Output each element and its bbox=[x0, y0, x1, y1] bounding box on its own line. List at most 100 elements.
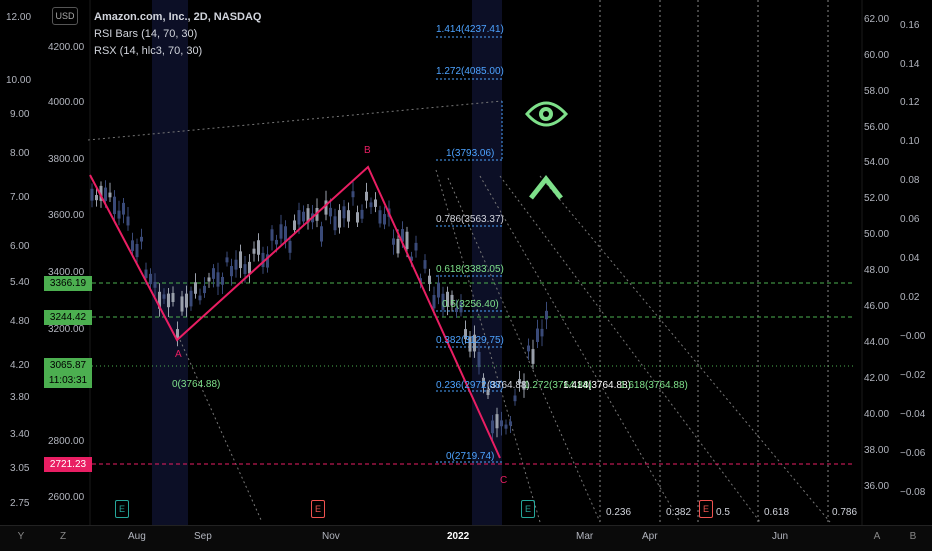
candle-body bbox=[104, 187, 107, 201]
candle-body bbox=[108, 192, 112, 198]
candle-body bbox=[536, 328, 539, 342]
candle-body bbox=[185, 293, 188, 308]
candle-body bbox=[486, 389, 490, 396]
axis-label: 0.04 bbox=[900, 253, 920, 264]
candle-body bbox=[401, 229, 404, 242]
candle-body bbox=[351, 191, 355, 198]
fib-label: 0.786(3563.37) bbox=[436, 214, 504, 225]
fib-label: 0.236(2972.88) bbox=[436, 380, 504, 391]
axis-label: 7.00 bbox=[10, 192, 30, 203]
candle-body bbox=[518, 379, 521, 384]
axis-label: 8.00 bbox=[10, 148, 30, 159]
candle-body bbox=[212, 268, 215, 279]
fib-label: 1(3793.06) bbox=[446, 148, 495, 159]
candle-body bbox=[239, 251, 242, 269]
axis-label: 3400.00 bbox=[48, 267, 85, 278]
symbol-title[interactable]: Amazon.com, Inc., 2D, NASDAQ bbox=[94, 11, 262, 23]
candle-body bbox=[288, 240, 292, 253]
extension-label: 1.618(3764.88) bbox=[620, 380, 688, 391]
axis-label: 3.05 bbox=[10, 463, 30, 474]
axis-label: 2800.00 bbox=[48, 436, 85, 447]
candle-body bbox=[171, 292, 175, 303]
axis-label: −0.02 bbox=[900, 370, 926, 381]
candle-body bbox=[495, 414, 499, 429]
indicator-rsi-bars[interactable]: RSI Bars (14, 70, 30) bbox=[94, 28, 198, 40]
candle-body bbox=[405, 231, 409, 250]
fib-label: 0.382(3129.75) bbox=[436, 335, 504, 346]
axis-label: 0.10 bbox=[900, 136, 920, 147]
auto-scale-toggle[interactable]: A bbox=[873, 531, 881, 542]
axis-label: 0.02 bbox=[900, 292, 920, 303]
candle-body bbox=[396, 238, 400, 254]
fib-label: 1.272(4085.00) bbox=[436, 66, 504, 77]
axis-label: 3200.00 bbox=[48, 324, 85, 335]
earnings-badge[interactable]: E bbox=[115, 500, 129, 518]
candle-body bbox=[144, 269, 148, 279]
zoom-toggle[interactable]: Z bbox=[59, 531, 67, 542]
candle-body bbox=[392, 238, 395, 245]
indicator-rsx[interactable]: RSX (14, hlc3, 70, 30) bbox=[94, 45, 203, 57]
candle-body bbox=[342, 206, 346, 219]
candle-body bbox=[491, 420, 494, 434]
candle-body bbox=[207, 277, 211, 282]
candle-body bbox=[383, 214, 386, 225]
candle-body bbox=[203, 285, 206, 294]
axis-label: 4000.00 bbox=[48, 97, 85, 108]
percent-scale-toggle[interactable]: B bbox=[909, 531, 917, 542]
price-tag-low: 2721.23 bbox=[44, 457, 92, 472]
time-fib-label: 0.382 bbox=[666, 507, 692, 518]
candle-body bbox=[356, 212, 359, 223]
candle-body bbox=[257, 240, 260, 255]
candle-body bbox=[189, 290, 193, 307]
extension-label: 1.414(3764.88) bbox=[563, 380, 631, 391]
axis-label: 48.00 bbox=[864, 265, 890, 276]
candle-body bbox=[275, 239, 278, 245]
axis-label: 0.12 bbox=[900, 97, 920, 108]
candle-body bbox=[122, 202, 125, 215]
candle-body bbox=[437, 282, 440, 298]
axis-label: 3.80 bbox=[10, 392, 30, 403]
candle-body bbox=[333, 216, 337, 231]
axis-label: 5.40 bbox=[10, 277, 30, 288]
earnings-badge[interactable]: E bbox=[699, 500, 713, 518]
session-band bbox=[472, 0, 502, 525]
candle-body bbox=[302, 211, 305, 222]
time-axis[interactable] bbox=[0, 525, 932, 551]
axis-label: 0.16 bbox=[900, 20, 920, 31]
time-axis-label: Nov bbox=[322, 531, 340, 542]
extension-label: 1.272(3764.88) bbox=[524, 380, 592, 391]
candle-body bbox=[504, 424, 508, 429]
eye-icon bbox=[525, 101, 569, 127]
candle-body bbox=[500, 420, 503, 427]
axis-label: 46.00 bbox=[864, 301, 890, 312]
axis-label: 54.00 bbox=[864, 157, 890, 168]
candle-body bbox=[324, 200, 328, 215]
axis-label: 10.00 bbox=[6, 75, 32, 86]
candle-body bbox=[320, 226, 323, 242]
candle-body bbox=[297, 210, 301, 225]
candle-body bbox=[162, 294, 166, 299]
axis-label: −0.04 bbox=[900, 409, 926, 420]
earnings-badge[interactable]: E bbox=[311, 500, 325, 518]
log-scale-toggle[interactable]: Y bbox=[17, 531, 25, 542]
time-axis-label: Apr bbox=[642, 531, 658, 542]
extension-label: (3764.88) bbox=[487, 380, 530, 391]
candle-body bbox=[464, 329, 467, 340]
pattern-point-b: B bbox=[364, 145, 371, 156]
currency-button[interactable]: USD bbox=[52, 7, 78, 25]
candle-body bbox=[450, 294, 454, 306]
time-fib-label: 0.236 bbox=[606, 507, 632, 518]
candle-body bbox=[459, 301, 463, 313]
candle-body bbox=[266, 254, 269, 268]
axis-label: 56.00 bbox=[864, 122, 890, 133]
axis-label: 4200.00 bbox=[48, 42, 85, 53]
axis-label: 44.00 bbox=[864, 337, 890, 348]
candle-body bbox=[365, 191, 368, 201]
earnings-badge[interactable]: E bbox=[521, 500, 535, 518]
abc-pattern-line bbox=[89, 165, 501, 459]
candle-body bbox=[410, 256, 413, 261]
candle-body bbox=[531, 349, 535, 364]
candle-body bbox=[455, 308, 458, 313]
fib-label: 0.5(3256.40) bbox=[442, 299, 499, 310]
